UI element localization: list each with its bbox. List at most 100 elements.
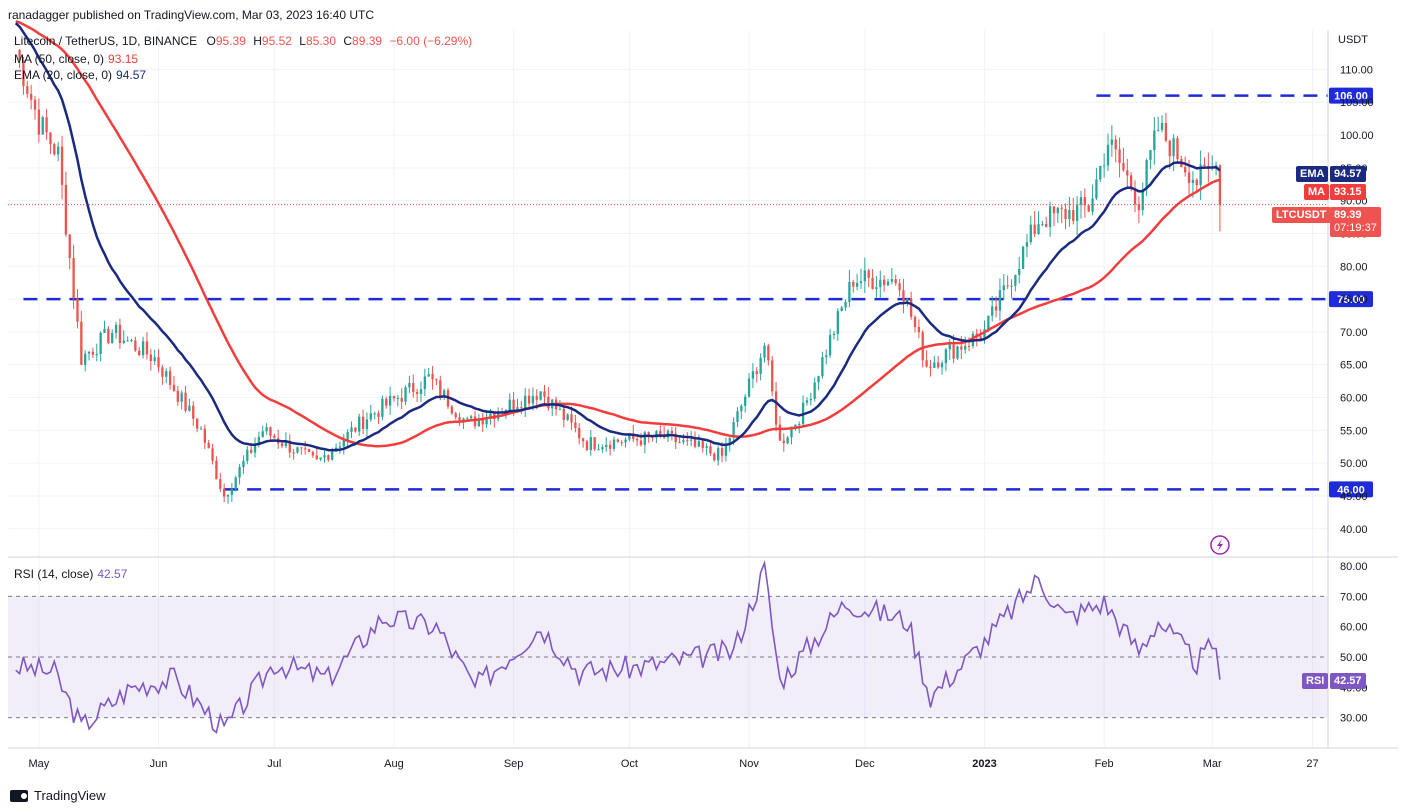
y-tick-label: 40.00 [1340, 524, 1368, 536]
candle-body [72, 258, 75, 299]
x-tick-label: Sep [504, 758, 524, 770]
candle-body [940, 363, 944, 368]
candle-body [886, 281, 890, 286]
candle-body [562, 408, 565, 420]
candle-body [624, 439, 627, 443]
x-tick-label: Feb [1095, 758, 1114, 770]
open-label: O [206, 34, 216, 48]
candle-body [527, 395, 531, 404]
candle-body [273, 435, 276, 439]
candle-body [1021, 246, 1025, 269]
candle-body [836, 311, 839, 334]
rsi-label: RSI (14, close) [14, 567, 94, 581]
candle-body [45, 117, 48, 133]
x-tick-label: Nov [739, 758, 759, 770]
ema-price-tag: EMA [1296, 166, 1329, 182]
ema-20-line [14, 22, 1221, 452]
rsi-legend: RSI (14, close) 42.57 [14, 567, 127, 581]
candle-body [844, 301, 847, 308]
candle-body [1083, 197, 1086, 206]
ma-label: MA (50, close, 0) [14, 52, 105, 66]
candle-body [99, 332, 102, 355]
candle-body [929, 366, 932, 368]
y-tick-label: 110.00 [1340, 64, 1373, 76]
candle-body [1199, 164, 1202, 186]
candle-body [361, 416, 365, 429]
candle-body [1072, 210, 1075, 221]
candle-body [917, 327, 921, 333]
candle-body [871, 277, 874, 289]
candle-body [215, 460, 218, 480]
candle-body [998, 290, 1002, 311]
low-label: L [299, 34, 306, 48]
candle-body [1218, 165, 1222, 205]
publisher-line: ranadagger published on TradingView.com,… [8, 8, 375, 22]
candle-body [388, 395, 392, 406]
candle-body [354, 427, 357, 432]
candle-body [616, 439, 619, 442]
y-tick-label: 75.00 [1340, 294, 1368, 306]
candle-body [805, 400, 809, 403]
candle-body [1075, 204, 1079, 221]
y-tick-label: 105.00 [1340, 97, 1374, 109]
candle-body [1014, 274, 1017, 286]
candle-body [1102, 165, 1106, 167]
candle-body [682, 440, 685, 443]
candle-body [1164, 122, 1168, 141]
tradingview-logo[interactable]: TradingView [10, 788, 106, 803]
rsi-legend-value: 42.57 [97, 567, 128, 581]
last-price-box: 89.39 07:19:37 [1330, 207, 1381, 237]
candle-body [238, 467, 241, 478]
candle-body [342, 440, 345, 447]
candle-body [979, 336, 982, 340]
candle-body [365, 419, 369, 429]
ma-price-value: 93.15 [1330, 184, 1366, 200]
candle-body [948, 344, 951, 350]
ema-price-value: 94.57 [1330, 166, 1366, 182]
candle-body [605, 444, 608, 448]
candle-body [782, 440, 785, 444]
candle-body [593, 437, 596, 450]
candle-body [944, 349, 948, 364]
candle-body [1037, 224, 1040, 234]
candle-body [288, 440, 291, 453]
candle-body [543, 391, 546, 397]
candle-body [442, 390, 446, 397]
candle-body [30, 93, 33, 100]
candle-body [612, 439, 616, 449]
candle-body [466, 418, 469, 420]
candle-body [952, 344, 955, 359]
candle-body [122, 340, 125, 344]
open-value: 95.39 [215, 34, 246, 48]
candle-body [1010, 285, 1013, 287]
x-tick-label: Jun [150, 758, 168, 770]
candle-body [898, 283, 901, 291]
candle-body [230, 489, 234, 495]
rsi-y-tick-label: 80.00 [1340, 561, 1368, 573]
candle-body [280, 443, 284, 447]
candle-body [172, 384, 176, 391]
candle-body [385, 398, 388, 406]
candle-body [346, 431, 349, 441]
candle-body [37, 109, 41, 135]
candle-body [1130, 175, 1133, 190]
y-tick-label: 60.00 [1340, 393, 1368, 405]
candle-body [890, 279, 894, 282]
candle-body [894, 279, 897, 284]
candle-body [821, 357, 824, 377]
candle-body [566, 414, 569, 420]
candle-body [647, 432, 650, 436]
candle-body [1184, 167, 1187, 173]
level-price-label: 46.00 [1337, 484, 1365, 496]
candle-body [1145, 159, 1148, 190]
candle-body [1045, 223, 1048, 228]
candle-body [1095, 179, 1098, 199]
candle-body [539, 391, 542, 400]
candle-body [269, 427, 272, 436]
candle-body [439, 380, 442, 397]
candle-body [304, 448, 307, 450]
candle-body [678, 442, 681, 444]
support-resistance-levels: 106.00 75.00 46.00 [23, 87, 1373, 498]
candle-body [1176, 138, 1179, 160]
